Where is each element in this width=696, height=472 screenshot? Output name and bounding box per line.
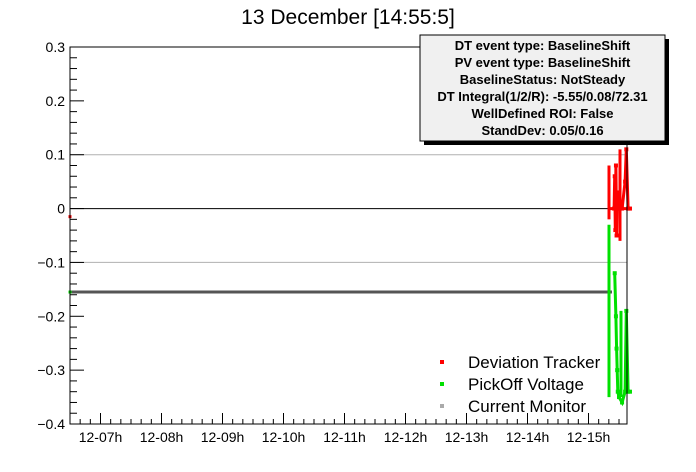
x-tick-label: 12-14h	[506, 429, 550, 445]
legend-marker	[440, 382, 444, 386]
y-tick-label: 0	[57, 201, 65, 217]
grid-lines	[70, 154, 627, 263]
x-tick-label: 12-10h	[262, 429, 306, 445]
reference-lines	[70, 208, 612, 294]
legend-marker	[440, 360, 444, 364]
x-tick-label: 12-09h	[201, 429, 245, 445]
x-tick-label: 12-07h	[79, 429, 123, 445]
legend-marker	[440, 404, 444, 408]
y-tick-label: −0.2	[37, 308, 65, 324]
data-point	[623, 389, 628, 394]
info-box-panel	[419, 34, 666, 142]
info-line: DT Integral(1/2/R): -5.55/0.08/72.31	[437, 89, 647, 104]
x-tick-label: 12-15h	[567, 429, 611, 445]
info-line: BaselineStatus: NotSteady	[460, 72, 626, 87]
data-point	[624, 308, 629, 313]
x-tick-label: 12-12h	[384, 429, 428, 445]
x-tick-label: 12-08h	[140, 429, 184, 445]
data-point	[613, 163, 618, 168]
chart-title: 13 December [14:55:5]	[241, 6, 455, 29]
data-points	[68, 147, 632, 407]
legend-label: Current Monitor	[468, 397, 586, 416]
data-point	[627, 206, 632, 211]
data-point	[614, 233, 619, 238]
legend: Deviation Tracker PickOff Voltage Current …	[440, 353, 601, 416]
y-tick-label: −0.3	[37, 362, 65, 378]
x-tick-label: 12-11h	[323, 429, 366, 445]
data-point	[615, 190, 620, 195]
x-tick-label: 12-13h	[445, 429, 489, 445]
info-line: WellDefined ROI: False	[471, 106, 613, 121]
data-point	[615, 389, 620, 394]
data-point	[615, 368, 620, 373]
data-point	[613, 228, 618, 233]
data-point	[617, 395, 621, 400]
info-line: StandDev: 0.05/0.16	[481, 123, 603, 138]
data-point	[614, 346, 619, 351]
data-point	[612, 174, 617, 179]
y-tick-label: −0.1	[37, 254, 65, 270]
data-point	[627, 389, 632, 394]
legend-label: Deviation Tracker	[468, 353, 601, 372]
y-tick-label: 0.2	[46, 93, 66, 109]
data-point	[612, 271, 617, 276]
plot-frame	[69, 46, 628, 425]
legend-label: PickOff Voltage	[468, 375, 584, 394]
y-tick-label: −0.4	[37, 416, 65, 432]
y-tick-label: 0.3	[46, 39, 66, 55]
data-point	[620, 400, 625, 405]
info-box: DT event type: BaselineShift PV event typ…	[419, 34, 669, 145]
info-line: PV event type: BaselineShift	[455, 55, 631, 70]
info-line: DT event type: BaselineShift	[455, 38, 631, 53]
data-point	[623, 179, 628, 184]
y-tick-label: 0.1	[46, 147, 66, 163]
data-point	[613, 314, 618, 319]
axes: 0.3 0.2 0.1 0 −0.1 −0.2 −0.3 −0.4 12-07h 12-08h 12…	[37, 39, 620, 445]
data-point	[624, 147, 629, 152]
